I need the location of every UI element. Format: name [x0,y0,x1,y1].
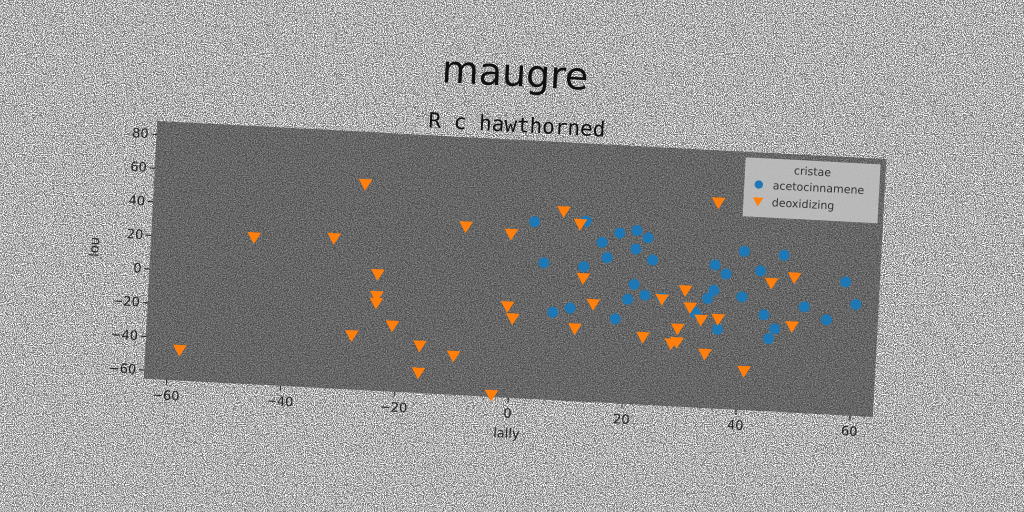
y-tick-label: −20 [112,294,140,310]
y-tick-label: 80 [132,126,149,142]
x-tick-label: 60 [841,424,858,440]
x-tick-label: −60 [152,388,180,404]
y-axis-label: lou [87,237,103,258]
y-tick-label: 40 [128,194,145,210]
x-tick-label: 40 [727,418,744,434]
y-tick-label: −40 [110,328,138,344]
x-tick-label: 20 [613,412,630,428]
y-tick-label: 0 [133,261,142,276]
x-axis-label: lally [493,426,521,442]
x-tick-label: −40 [266,394,294,410]
x-tick-label: 0 [503,406,512,421]
legend-title: cristae [794,164,832,179]
x-tick-label: −20 [379,400,407,416]
y-tick-label: 20 [126,227,143,243]
y-tick-label: 60 [130,160,147,176]
y-tick-label: −60 [108,361,136,377]
chart-title: maugre [441,47,590,99]
